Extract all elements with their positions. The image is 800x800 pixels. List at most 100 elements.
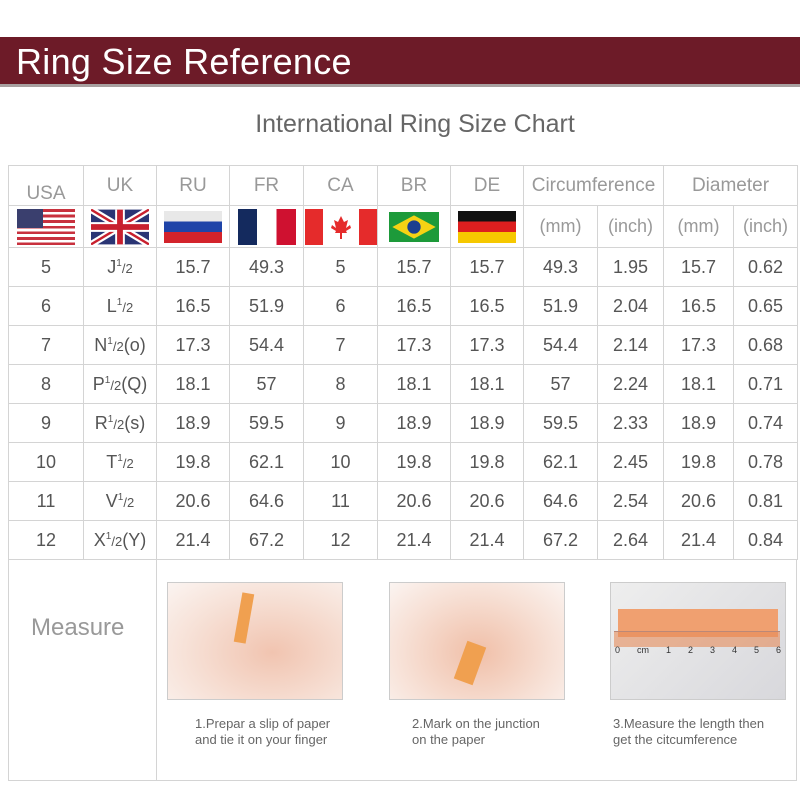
cell-uk: P1/2(Q) — [83, 364, 157, 404]
cell-ca: 11 — [303, 481, 378, 521]
cell-uk: L1/2 — [83, 286, 157, 326]
cell-circ-mm: 64.6 — [523, 481, 598, 521]
cell-ru: 21.4 — [156, 520, 230, 560]
header-dia-inch: (inch) — [733, 205, 798, 248]
cell-fr: 62.1 — [229, 442, 304, 482]
cell-dia-mm: 21.4 — [663, 520, 734, 560]
cell-dia-mm: 16.5 — [663, 286, 734, 326]
cell-br: 18.1 — [377, 364, 451, 404]
header-de: DE — [450, 165, 524, 206]
cell-circ-inch: 2.54 — [597, 481, 664, 521]
ruler-label: 6 — [775, 645, 781, 655]
ruler-label: 0 — [615, 645, 621, 655]
table-row: 5 J1/2 15.7 49.3 5 15.7 15.7 49.3 1.95 15.7 0.62 — [8, 247, 798, 287]
cell-de: 19.8 — [450, 442, 524, 482]
header-ca: CA — [303, 165, 378, 206]
cell-circ-mm: 54.4 — [523, 325, 598, 365]
cell-ca: 9 — [303, 403, 378, 443]
cell-uk: X1/2(Y) — [83, 520, 157, 560]
cell-ru: 20.6 — [156, 481, 230, 521]
cell-fr: 57 — [229, 364, 304, 404]
cell-circ-inch: 2.45 — [597, 442, 664, 482]
header-circ-inch: (inch) — [597, 205, 664, 248]
cell-de: 16.5 — [450, 286, 524, 326]
ruler-labels: 0 cm 1 2 3 4 5 6 — [615, 645, 781, 655]
cell-de: 20.6 — [450, 481, 524, 521]
banner-title: Ring Size Reference — [16, 41, 352, 82]
us-flag-icon — [17, 208, 75, 245]
cell-de: 18.1 — [450, 364, 524, 404]
cell-de: 15.7 — [450, 247, 524, 287]
table-row: 10 T1/2 19.8 62.1 10 19.8 19.8 62.1 2.45 19.8 0.78 — [8, 442, 798, 482]
cell-br: 15.7 — [377, 247, 451, 287]
cell-ru: 15.7 — [156, 247, 230, 287]
cell-usa: 10 — [8, 442, 84, 482]
header-dia-mm: (mm) — [663, 205, 734, 248]
uk-flag-icon — [91, 208, 149, 245]
header-usa: USA — [8, 165, 84, 206]
step1-caption: 1.Prepar a slip of paper and tie it on yo… — [195, 716, 331, 747]
header-diameter: Diameter — [663, 165, 798, 206]
cell-br: 16.5 — [377, 286, 451, 326]
cell-fr: 51.9 — [229, 286, 304, 326]
header-uk: UK — [83, 165, 157, 206]
brazil-flag-icon — [389, 211, 439, 242]
step2-photo — [389, 582, 565, 700]
cell-br: 21.4 — [377, 520, 451, 560]
cell-ca: 6 — [303, 286, 378, 326]
cell-fr: 49.3 — [229, 247, 304, 287]
cell-uk: V1/2 — [83, 481, 157, 521]
cell-br: 18.9 — [377, 403, 451, 443]
cell-usa: 12 — [8, 520, 84, 560]
cell-circ-mm: 51.9 — [523, 286, 598, 326]
cell-fr: 59.5 — [229, 403, 304, 443]
ruler-label: 2 — [687, 645, 693, 655]
cell-dia-inch: 0.78 — [733, 442, 798, 482]
header-fr: FR — [229, 165, 304, 206]
cell-dia-mm: 19.8 — [663, 442, 734, 482]
cell-circ-mm: 62.1 — [523, 442, 598, 482]
cell-circ-inch: 2.33 — [597, 403, 664, 443]
canada-flag-icon — [304, 208, 377, 245]
cell-dia-mm: 18.9 — [663, 403, 734, 443]
cell-uk: R1/2(s) — [83, 403, 157, 443]
cell-usa: 8 — [8, 364, 84, 404]
cell-ca: 10 — [303, 442, 378, 482]
france-flag-icon — [237, 208, 296, 245]
cell-br: 20.6 — [377, 481, 451, 521]
chart-title: International Ring Size Chart — [255, 110, 575, 138]
table-row: 8 P1/2(Q) 18.1 57 8 18.1 18.1 57 2.24 18.1 0.71 — [8, 364, 798, 404]
header-ru: RU — [156, 165, 230, 206]
measure-label: Measure — [31, 614, 125, 641]
ruler-label: 3 — [709, 645, 715, 655]
cell-ru: 19.8 — [156, 442, 230, 482]
cell-dia-inch: 0.71 — [733, 364, 798, 404]
cell-ca: 12 — [303, 520, 378, 560]
cell-usa: 6 — [8, 286, 84, 326]
cell-dia-mm: 15.7 — [663, 247, 734, 287]
step1-photo — [167, 582, 343, 700]
ring-size-table: USA UK RU FR CA BR DE Circumference Diam… — [8, 165, 798, 560]
header-circ-mm: (mm) — [523, 205, 598, 248]
header-row: USA UK RU FR CA BR DE Circumference Diam… — [8, 165, 798, 206]
cell-ru: 18.1 — [156, 364, 230, 404]
cell-ca: 5 — [303, 247, 378, 287]
cell-br: 17.3 — [377, 325, 451, 365]
step3-photo: 0 cm 1 2 3 4 5 6 — [610, 582, 786, 700]
table-row: 7 N1/2(o) 17.3 54.4 7 17.3 17.3 54.4 2.14 17.3 0.6… — [8, 325, 798, 365]
cell-circ-mm: 57 — [523, 364, 598, 404]
flag-row: (mm) (inch) (mm) (inch) — [8, 205, 798, 248]
cell-circ-inch: 2.64 — [597, 520, 664, 560]
step2-caption: 2.Mark on the junction on the paper — [412, 716, 540, 747]
germany-flag-icon — [458, 210, 516, 243]
ruler-label: 4 — [731, 645, 737, 655]
cell-dia-inch: 0.68 — [733, 325, 798, 365]
cell-dia-inch: 0.62 — [733, 247, 798, 287]
cell-fr: 67.2 — [229, 520, 304, 560]
cell-uk: T1/2 — [83, 442, 157, 482]
cell-dia-mm: 18.1 — [663, 364, 734, 404]
cell-uk: N1/2(o) — [83, 325, 157, 365]
ruler-label: 5 — [753, 645, 759, 655]
header-banner: Ring Size Reference — [0, 37, 800, 87]
cell-ca: 8 — [303, 364, 378, 404]
